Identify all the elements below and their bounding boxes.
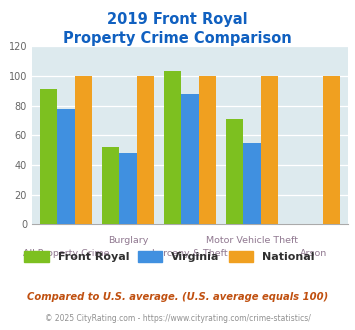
Bar [261,76,278,224]
Text: Larceny & Theft: Larceny & Theft [152,249,228,258]
Bar [226,119,243,224]
Text: © 2025 CityRating.com - https://www.cityrating.com/crime-statistics/: © 2025 CityRating.com - https://www.city… [45,314,310,323]
Text: Motor Vehicle Theft: Motor Vehicle Theft [206,236,298,245]
Text: All Property Crime: All Property Crime [23,249,109,258]
Bar [181,94,198,224]
Text: 2019 Front Royal: 2019 Front Royal [107,12,248,26]
Legend: Front Royal, Virginia, National: Front Royal, Virginia, National [20,247,319,267]
Text: Arson: Arson [300,249,327,258]
Text: Compared to U.S. average. (U.S. average equals 100): Compared to U.S. average. (U.S. average … [27,292,328,302]
Bar [119,153,137,224]
Text: Property Crime Comparison: Property Crime Comparison [63,31,292,46]
Bar [58,109,75,224]
Bar [137,76,154,224]
Bar [40,89,58,224]
Bar [164,72,181,224]
Text: Burglary: Burglary [108,236,148,245]
Bar [198,76,216,224]
Bar [322,76,340,224]
Bar [243,143,261,224]
Bar [102,147,119,224]
Bar [75,76,92,224]
